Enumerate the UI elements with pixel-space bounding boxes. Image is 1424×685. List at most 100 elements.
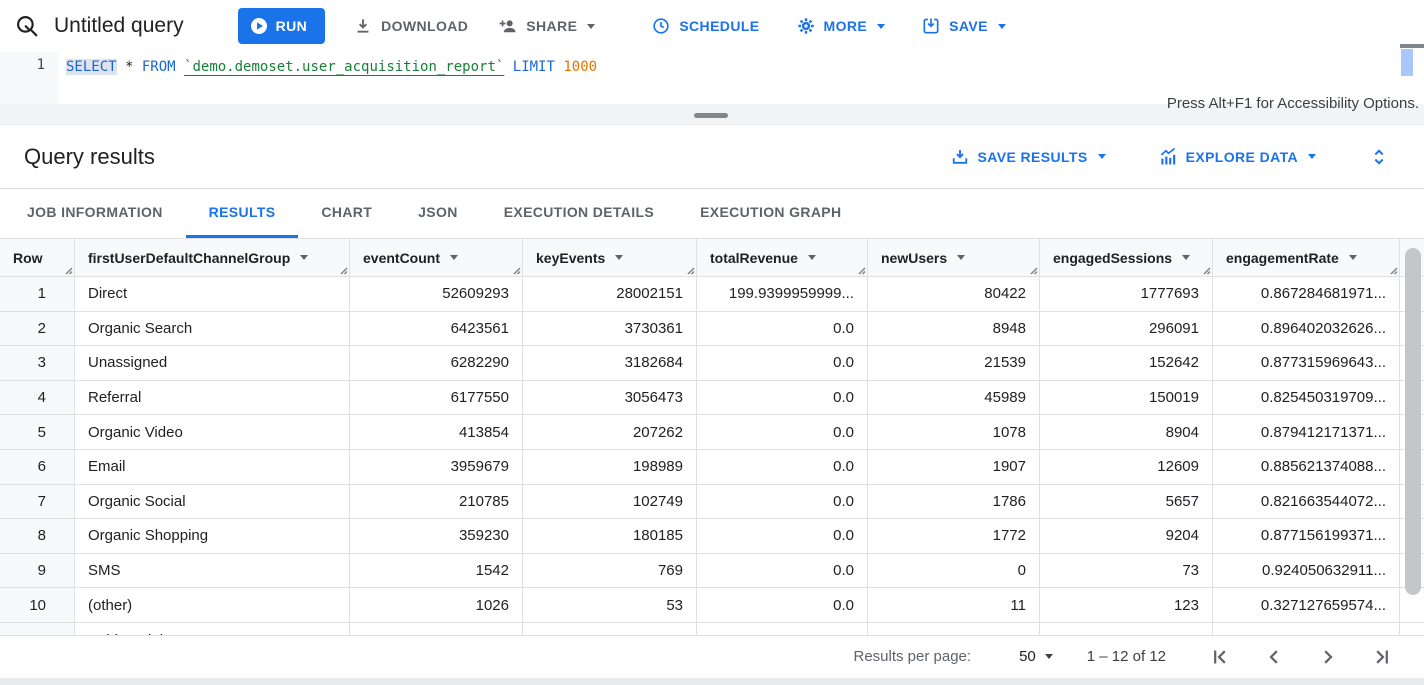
tab-execution-graph[interactable]: EXECUTION GRAPH [700,204,842,220]
tab-job-information[interactable]: JOB INFORMATION [27,204,163,220]
column-header-totalrevenue[interactable]: totalRevenue [697,239,868,276]
tab-execution-details[interactable]: EXECUTION DETAILS [503,204,655,220]
row-number-cell: 6 [0,449,75,484]
editor-results-divider: Press Alt+F1 for Accessibility Options. [0,95,1424,125]
table-cell: 296091 [1040,311,1213,346]
clock-icon [651,16,671,36]
last-page-button[interactable] [1370,645,1394,669]
schedule-button[interactable]: SCHEDULE [651,16,759,36]
column-resize-handle-icon[interactable] [684,264,695,275]
query-results-header: Query results SAVE RESULTS [0,125,1424,189]
save-button[interactable]: SAVE [921,16,1006,36]
column-header-label: firstUserDefaultChannelGroup [88,249,291,266]
table-cell: 123 [1040,588,1213,622]
table-cell: 45989 [868,380,1040,415]
first-page-button[interactable] [1208,645,1232,669]
table-cell: 52609293 [350,277,523,311]
table-cell: 73 [1040,553,1213,588]
column-menu-caret-icon[interactable] [450,255,458,260]
column-header-row[interactable]: Row [0,239,75,276]
sql-token-plain [504,59,512,75]
previous-page-button[interactable] [1262,645,1286,669]
table-cell: 0.825450319709... [1213,380,1400,415]
resize-handle[interactable] [694,113,728,118]
column-header-label: keyEvents [536,249,606,266]
table-row: 1 Direct 52609293 28002151 199.9399959999...… [0,277,1424,312]
download-icon [353,16,373,36]
table-row: 2 Organic Search 6423561 3730361 0.0 8948 2960… [0,311,1424,347]
sql-token-plain: * [116,59,142,75]
column-header-newusers[interactable]: newUsers [868,239,1040,276]
column-header-keyevents[interactable]: keyEvents [523,239,697,276]
table-cell: 0.879412171371... [1213,415,1400,449]
table-cell: 150019 [1040,380,1213,415]
share-button[interactable]: SHARE [498,16,596,36]
table-cell: Organic Video [75,415,350,449]
column-header-label: engagementRate [1226,249,1339,266]
column-menu-caret-icon[interactable] [957,255,966,260]
table-cell: 80422 [868,277,1040,311]
table-row: 4 Referral 6177550 3056473 0.0 45989 150019 0.8… [0,380,1424,416]
more-button[interactable]: MORE [796,16,886,36]
run-button[interactable]: RUN [237,8,326,44]
collapse-results-button[interactable] [1368,146,1390,168]
sql-code-line[interactable]: SELECT * FROM `demo.demoset.user_acquisi… [58,52,597,104]
column-menu-caret-icon[interactable] [807,255,816,260]
table-cell: 0.821663544072... [1213,484,1400,519]
table-cell: 0.0 [697,311,868,346]
column-menu-caret-icon[interactable] [1348,255,1357,260]
results-tab-bar: JOB INFORMATION RESULTS CHART JSON EXECUTION… [0,189,1424,239]
column-header-firstuserdefaultchannelgroup[interactable]: firstUserDefaultChannelGroup [75,239,350,276]
table-cell: 0.885621374088... [1213,449,1400,484]
query-results-title: Query results [24,143,155,169]
row-number-cell: 11 [0,622,75,635]
next-page-button[interactable] [1316,645,1340,669]
row-number-cell: 5 [0,415,75,449]
table-cell: 1777693 [1040,277,1213,311]
table-scrollbar-thumb[interactable] [1405,248,1421,595]
column-menu-caret-icon[interactable] [1182,255,1191,260]
table-row: 3 Unassigned 6282290 3182684 0.0 21539 152642 0… [0,346,1424,381]
accessibility-hint: Press Alt+F1 for Accessibility Options. [1166,95,1419,112]
tab-chart[interactable]: CHART [321,204,373,220]
table-cell: 0.0 [697,346,868,380]
column-resize-handle-icon[interactable] [337,264,348,275]
explore-data-button[interactable]: EXPLORE DATA [1158,147,1316,167]
column-header-eventcount[interactable]: eventCount [350,239,523,276]
clipped-table-row: 11Paid Social8874940.09131.0 [0,622,1424,636]
table-row: 5 Organic Video 413854 207262 0.0 1078 8904 0.8… [0,415,1424,450]
column-resize-handle-icon[interactable] [855,264,866,275]
table-cell: 21539 [868,346,1040,380]
column-resize-handle-icon[interactable] [1200,264,1211,275]
column-menu-caret-icon[interactable] [300,255,309,260]
column-resize-handle-icon[interactable] [1027,264,1038,275]
gear-icon [796,16,816,36]
table-cell: 0 [868,553,1040,588]
tab-results[interactable]: RESULTS [185,189,299,238]
column-menu-caret-icon[interactable] [615,255,624,260]
column-resize-handle-icon[interactable] [62,264,73,275]
save-icon [921,16,941,36]
editor-scrollbar-thumb[interactable] [1401,49,1413,76]
row-number-cell: 9 [0,553,75,588]
tab-json[interactable]: JSON [418,204,458,220]
row-number-cell: 1 [0,277,75,311]
column-resize-handle-icon[interactable] [1387,264,1398,275]
download-button[interactable]: DOWNLOAD [353,16,468,36]
row-number-cell: 7 [0,484,75,519]
person-add-icon [498,16,518,36]
table-cell: 11 [868,588,1040,622]
table-row: 8 Organic Shopping 359230 180185 0.0 1772 9204… [0,519,1424,554]
column-resize-handle-icon[interactable] [510,264,521,275]
column-header-label: Row [13,249,43,266]
column-header-engagedsessions[interactable]: engagedSessions [1040,239,1213,276]
chevron-down-icon [587,23,596,29]
page-range-label: 1 – 12 of 12 [1086,648,1166,666]
save-results-button[interactable]: SAVE RESULTS [950,147,1106,167]
column-header-engagementrate[interactable]: engagementRate [1213,239,1400,276]
page-size-select[interactable]: 50 [1019,648,1053,665]
sql-token-table: `demo.demoset.user_acquisition_report` [184,59,505,75]
sql-editor[interactable]: 1 SELECT * FROM `demo.demoset.user_acqui… [0,52,1424,104]
table-cell: 0.0 [697,588,868,622]
page-title: Untitled query [54,14,184,37]
